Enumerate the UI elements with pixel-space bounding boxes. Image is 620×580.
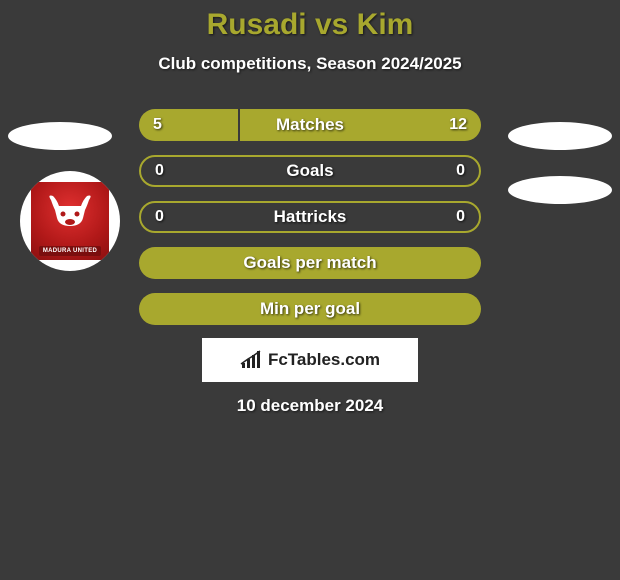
brand-text: FcTables.com xyxy=(268,350,380,370)
stat-value-right: 12 xyxy=(449,116,467,134)
chart-icon xyxy=(240,350,264,370)
stat-row-4: Min per goal xyxy=(0,286,620,332)
stat-bar-hattricks: 0 Hattricks 0 xyxy=(139,201,481,233)
stat-value-right: 0 xyxy=(456,162,465,180)
stat-row-0: 5 Matches 12 xyxy=(0,102,620,148)
stat-row-2: 0 Hattricks 0 xyxy=(0,194,620,240)
brand-box: FcTables.com xyxy=(202,338,418,382)
stat-bar-gpm: Goals per match xyxy=(139,247,481,279)
stat-label: Min per goal xyxy=(139,299,481,319)
page-title: Rusadi vs Kim xyxy=(0,8,620,42)
stat-label: Matches xyxy=(139,115,481,135)
date-text: 10 december 2024 xyxy=(0,396,620,416)
stat-bar-goals: 0 Goals 0 xyxy=(139,155,481,187)
stat-label: Goals per match xyxy=(139,253,481,273)
stat-bar-matches: 5 Matches 12 xyxy=(139,109,481,141)
stat-row-3: Goals per match xyxy=(0,240,620,286)
stat-bar-mpg: Min per goal xyxy=(139,293,481,325)
stat-value-right: 0 xyxy=(456,208,465,226)
stat-row-1: 0 Goals 0 xyxy=(0,148,620,194)
subtitle: Club competitions, Season 2024/2025 xyxy=(0,54,620,74)
comparison-widget: Rusadi vs Kim Club competitions, Season … xyxy=(0,0,620,416)
stat-label: Hattricks xyxy=(141,207,479,227)
stat-label: Goals xyxy=(141,161,479,181)
